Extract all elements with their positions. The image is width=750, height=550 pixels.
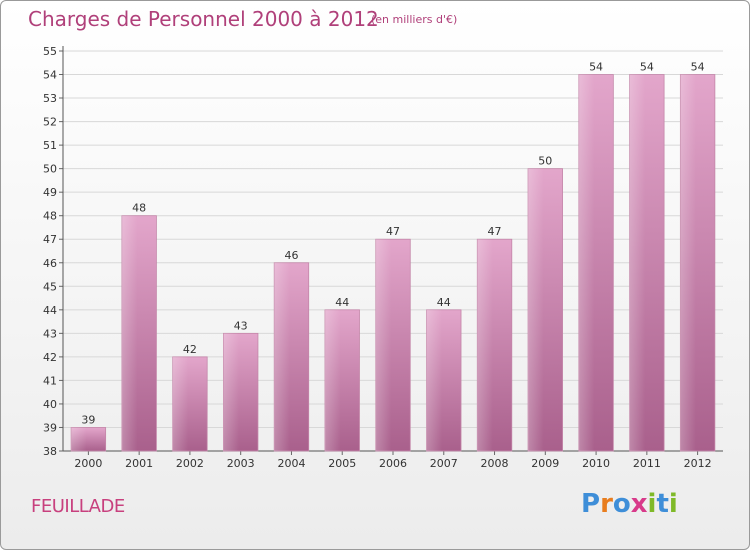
bar-highlight xyxy=(578,74,595,451)
logo-letter: i xyxy=(668,489,678,519)
chart-title: Charges de Personnel 2000 à 2012 xyxy=(28,7,379,31)
data-label: 42 xyxy=(183,343,197,356)
y-tick-label: 40 xyxy=(43,398,57,411)
labels: 39 2000 48 2001 42 2002 43 2003 46 2004 44 2005 47 20… xyxy=(74,61,711,470)
chart-subtitle: (en milliers d'€) xyxy=(371,13,458,26)
data-label: 39 xyxy=(81,413,95,426)
bar-highlight xyxy=(223,333,239,451)
data-label: 47 xyxy=(488,225,502,238)
logo-letter: r xyxy=(600,489,613,519)
logo-letter: x xyxy=(630,489,648,519)
bar-highlight xyxy=(172,356,189,451)
data-label: 44 xyxy=(437,296,451,309)
y-tick-label: 39 xyxy=(43,421,57,434)
x-tick-label: 2009 xyxy=(531,457,559,470)
y-tick-label: 44 xyxy=(43,304,57,317)
y-tick-label: 38 xyxy=(43,445,57,458)
x-tick-label: 2001 xyxy=(125,457,153,470)
y-tick-label: 41 xyxy=(43,374,57,387)
bars xyxy=(70,74,716,452)
x-tick-label: 2003 xyxy=(227,457,255,470)
data-label: 50 xyxy=(538,155,552,168)
bar-highlight xyxy=(426,309,443,451)
y-tick-label: 47 xyxy=(43,233,57,246)
data-label: 46 xyxy=(284,249,298,262)
y-tick-label: 48 xyxy=(43,210,57,223)
x-tick-label: 2007 xyxy=(430,457,458,470)
bar-highlight xyxy=(274,262,290,451)
y-tick-label: 52 xyxy=(43,116,57,129)
data-label: 54 xyxy=(589,61,603,74)
x-tick-label: 2005 xyxy=(328,457,356,470)
data-label: 48 xyxy=(132,202,146,215)
data-label: 44 xyxy=(335,296,349,309)
y-tick-label: 45 xyxy=(43,280,57,293)
x-tick-label: 2004 xyxy=(277,457,305,470)
logo-letter: t xyxy=(656,489,669,519)
bar-highlight xyxy=(324,309,341,451)
data-label: 54 xyxy=(691,61,705,74)
bar-highlight xyxy=(477,239,493,451)
data-label: 43 xyxy=(234,319,248,332)
logo-letter: P xyxy=(581,489,601,519)
bar-highlight xyxy=(680,74,696,451)
logo-letter: i xyxy=(647,489,657,519)
y-tick-label: 55 xyxy=(43,45,57,58)
y-tick-label: 54 xyxy=(43,69,57,82)
x-tick-label: 2002 xyxy=(176,457,204,470)
y-tick-label: 50 xyxy=(43,163,57,176)
x-tick-label: 2012 xyxy=(684,457,712,470)
x-tick-label: 2006 xyxy=(379,457,407,470)
y-tick-label: 43 xyxy=(43,327,57,340)
bar-highlight xyxy=(528,168,544,451)
x-tick-label: 2010 xyxy=(582,457,610,470)
bar-highlight xyxy=(121,215,138,451)
proxiti-logo: Proxiti xyxy=(581,489,678,519)
y-tick-label: 49 xyxy=(43,186,57,199)
location-name: FEUILLADE xyxy=(31,496,125,517)
bar-highlight xyxy=(375,239,392,451)
data-label: 54 xyxy=(640,61,654,74)
bar-highlight xyxy=(629,74,646,451)
x-tick-label: 2008 xyxy=(481,457,509,470)
logo-letter: o xyxy=(612,489,631,519)
y-tick-label: 53 xyxy=(43,92,57,105)
data-label: 47 xyxy=(386,225,400,238)
y-tick-label: 51 xyxy=(43,139,57,152)
y-tick-label: 46 xyxy=(43,257,57,270)
bar-highlight xyxy=(71,427,87,451)
y-tick-label: 42 xyxy=(43,351,57,364)
x-tick-label: 2000 xyxy=(74,457,102,470)
x-tick-label: 2011 xyxy=(633,457,661,470)
